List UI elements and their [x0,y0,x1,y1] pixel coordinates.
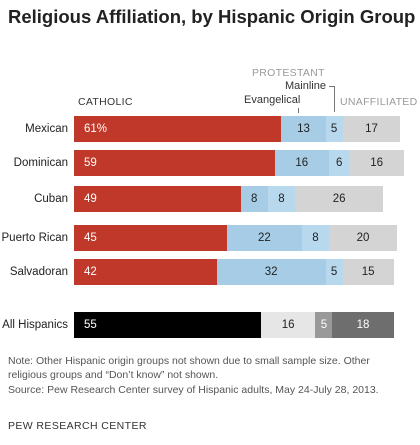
data-label-unaffiliated: 15 [361,266,375,278]
bar-segment-unaffiliated [295,186,384,212]
data-label-evangelical: 32 [264,266,278,278]
bar-segment-unaffiliated [349,150,404,176]
bar-segment-catholic [74,259,217,285]
data-label-evangelical: 16 [281,319,295,331]
bar-segment-catholic [74,116,282,142]
note-line-2: religious groups and “Don’t know” not sh… [8,369,219,381]
bar-segment-evangelical [216,259,326,285]
category-label: Puerto Rican [1,232,68,244]
data-label-mainline: 5 [330,266,338,278]
data-label-unaffiliated: 26 [332,193,346,205]
mainline-leader-horizontal [329,86,335,87]
bar-segment-mainline [325,259,343,285]
bar-segment-evangelical [261,312,316,338]
header-protestant: PROTESTANT [252,67,325,79]
header-mainline: Mainline [285,80,326,92]
footer-brand: PEW RESEARCH CENTER [8,420,147,432]
note-line-1: Note: Other Hispanic origin groups not s… [8,355,370,367]
category-label: Dominican [13,157,68,169]
source-line: Source: Pew Research Center survey of Hi… [8,384,379,396]
bar-segment-unaffiliated [332,312,394,338]
data-label-catholic: 59 [84,157,97,169]
category-label: Salvadoran [9,266,68,278]
bar-segment-unaffiliated [342,116,401,142]
evangelical-leader [298,108,299,113]
data-label-mainline: 8 [312,232,319,244]
data-label-catholic: 45 [84,232,97,244]
bar-segment-catholic [74,150,275,176]
bar-segment-mainline [267,186,295,212]
bar-segment-unaffiliated [329,225,397,251]
data-label-evangelical: 22 [257,232,271,244]
bar-segment-unaffiliated [342,259,394,285]
data-label-unaffiliated: 20 [356,232,370,244]
bar-segment-catholic [74,312,261,338]
data-label-mainline: 6 [335,157,343,169]
data-label-catholic: 55 [84,319,97,331]
data-label-unaffiliated: 16 [370,157,383,169]
bar-segment-evangelical [240,186,268,212]
data-label-catholic: 42 [84,266,97,278]
category-label: All Hispanics [2,319,68,331]
bar-segment-evangelical [227,225,302,251]
header-catholic: CATHOLIC [78,96,133,108]
data-label-catholic: 49 [84,193,97,205]
data-label-mainline: 5 [320,319,328,331]
data-label-unaffiliated: 18 [356,319,370,331]
bar-segment-mainline [301,225,329,251]
header-evangelical: Evangelical [244,94,301,106]
data-label-catholic: 61% [84,123,108,135]
data-label-evangelical: 8 [250,193,258,205]
category-label: Cuban [34,193,68,205]
data-label-unaffiliated: 17 [365,123,378,135]
bar-segment-mainline [315,312,333,338]
bar-segment-mainline [325,116,343,142]
header-unaffiliated: UNAFFILIATED [340,96,418,108]
bar-segment-catholic [74,186,241,212]
bar-segment-mainline [329,150,350,176]
data-label-mainline: 8 [278,193,285,205]
data-label-mainline: 5 [330,123,338,135]
bar-segment-evangelical [281,116,326,142]
data-label-evangelical: 16 [295,157,309,169]
data-label-evangelical: 13 [297,123,310,135]
category-label: Mexican [25,123,68,135]
bar-segment-evangelical [274,150,329,176]
bar-segment-catholic [74,225,227,251]
mainline-leader-vertical [334,86,335,112]
chart-title: Religious Affiliation, by Hispanic Origi… [8,6,416,27]
